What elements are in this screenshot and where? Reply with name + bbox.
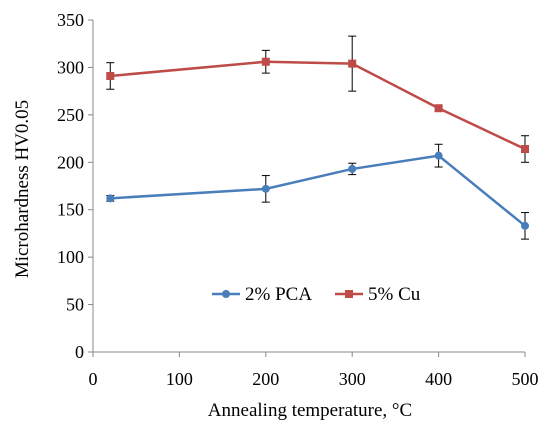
y-tick-label: 100 bbox=[57, 247, 84, 267]
data-point bbox=[348, 164, 357, 173]
series-line bbox=[110, 60, 526, 151]
x-tick-label: 100 bbox=[166, 369, 193, 389]
y-tick-label: 200 bbox=[57, 152, 84, 172]
legend-item-1: 2% PCA bbox=[212, 284, 312, 305]
data-point bbox=[106, 71, 115, 80]
data-point bbox=[106, 194, 115, 203]
series-line bbox=[110, 154, 526, 227]
y-tick-label: 250 bbox=[57, 105, 84, 125]
series-layer bbox=[106, 35, 529, 240]
data-point bbox=[261, 184, 270, 193]
tick-labels: 0 50 100 150 200 250 300 350 0 100 200 300 400 500 bbox=[57, 10, 539, 389]
legend-marker bbox=[222, 290, 230, 298]
y-tick-label: 150 bbox=[57, 200, 84, 220]
x-tick-label: 500 bbox=[512, 369, 539, 389]
data-point bbox=[261, 57, 270, 66]
y-tick-label: 300 bbox=[57, 57, 84, 77]
series-1 bbox=[106, 143, 529, 240]
legend-item-2: 5% Cu bbox=[335, 284, 421, 305]
data-point bbox=[521, 221, 529, 230]
data-point bbox=[521, 145, 529, 154]
x-tick-label: 0 bbox=[89, 369, 98, 389]
series-2 bbox=[106, 35, 529, 163]
y-tick-label: 350 bbox=[57, 10, 84, 30]
legend-marker bbox=[345, 290, 353, 298]
legend-label: 2% PCA bbox=[245, 284, 312, 305]
x-tick-label: 300 bbox=[339, 369, 366, 389]
x-tick-label: 200 bbox=[252, 369, 279, 389]
data-point bbox=[434, 151, 443, 160]
y-axis-label: Microhardness HV0.05 bbox=[12, 100, 33, 278]
x-axis-label: Annealing temperature, °C bbox=[208, 400, 412, 421]
x-tick-label: 400 bbox=[425, 369, 452, 389]
data-point bbox=[348, 59, 357, 68]
y-tick-label: 50 bbox=[66, 295, 84, 315]
legend: 2% PCA 5% Cu bbox=[212, 284, 421, 305]
y-tick-label: 0 bbox=[75, 342, 84, 362]
data-point bbox=[434, 104, 443, 113]
axes bbox=[88, 19, 526, 357]
legend-label: 5% Cu bbox=[368, 284, 421, 305]
